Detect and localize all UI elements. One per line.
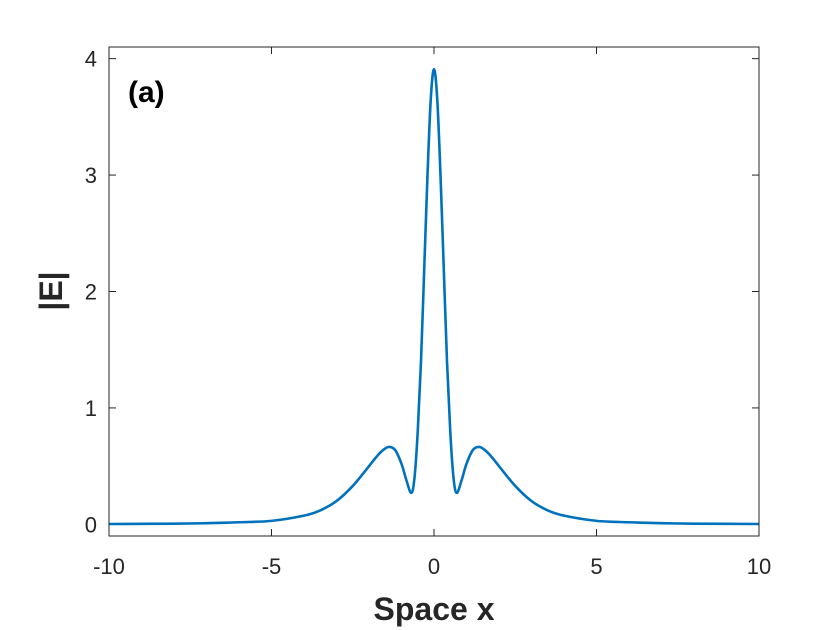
- series-line-E: [108, 67, 760, 526]
- plot-area: [109, 47, 759, 536]
- y-tick-label: 1: [85, 396, 97, 421]
- y-tick-label: 4: [85, 47, 97, 72]
- x-tick-label: 10: [747, 554, 771, 579]
- axes-box: [108, 46, 760, 537]
- y-axis-label: |E|: [33, 271, 69, 310]
- y-tick-label: 0: [85, 512, 97, 537]
- y-tick-label: 2: [85, 280, 97, 305]
- x-tick-label: 5: [590, 554, 602, 579]
- x-tick-label: -10: [93, 554, 125, 579]
- tick-label-group: -10 -5 0 5 10 0 1 2 3 4: [85, 47, 771, 579]
- x-tick-label: 0: [428, 554, 440, 579]
- x-tick-label: -5: [262, 554, 282, 579]
- x-axis-label: Space x: [374, 591, 495, 627]
- panel-label: (a): [128, 76, 165, 109]
- y-tick-label: 3: [85, 163, 97, 188]
